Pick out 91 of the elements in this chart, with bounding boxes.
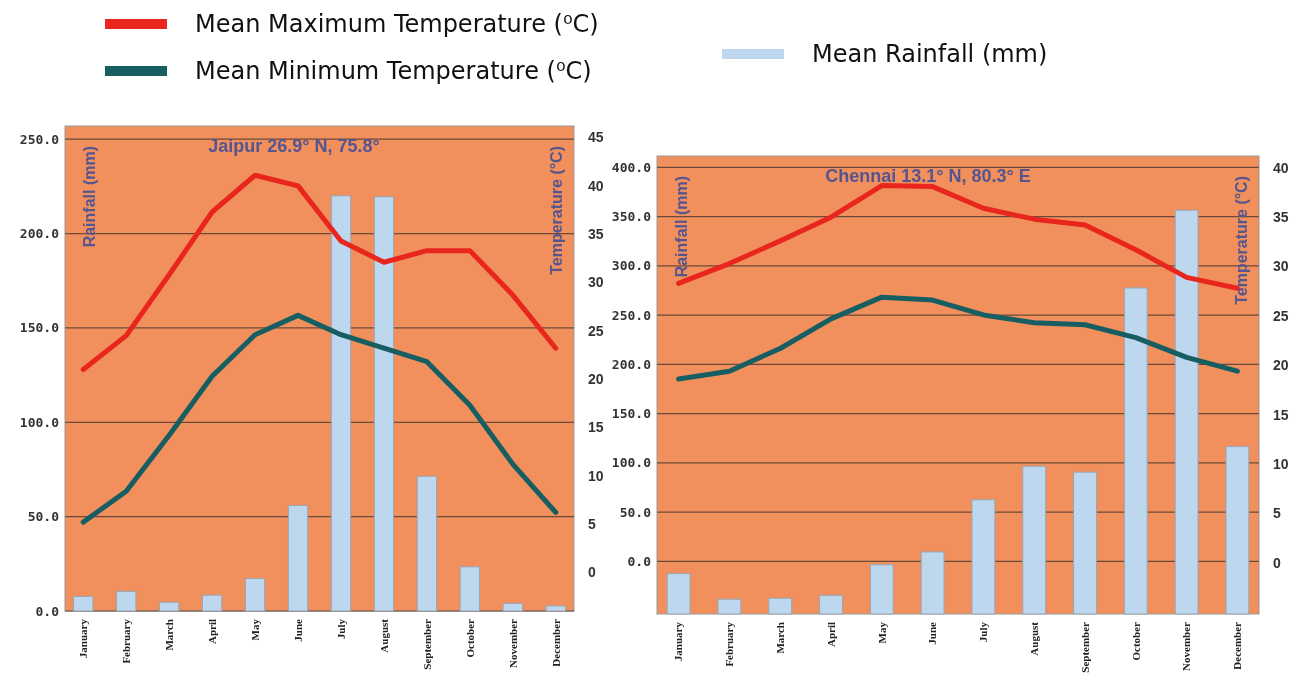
y2-tick-label: 40 bbox=[1273, 159, 1289, 176]
x-tick-label: February bbox=[723, 621, 736, 667]
bar bbox=[244, 578, 266, 612]
legend-label: Mean Minimum Temperature (⁰C) bbox=[195, 57, 592, 86]
x-tick-label: August bbox=[377, 618, 390, 653]
y-tick-label: 150.0 bbox=[19, 320, 60, 336]
x-tick-label: July bbox=[977, 621, 990, 643]
x-tick-label: March bbox=[163, 619, 176, 651]
x-tick-label: November bbox=[1180, 621, 1193, 671]
bar bbox=[201, 594, 223, 612]
y-tick-label: 350.0 bbox=[611, 209, 652, 225]
y-tick-label: 200.0 bbox=[611, 356, 652, 372]
bar bbox=[1073, 471, 1097, 615]
x-tick-label: February bbox=[120, 618, 133, 664]
y-axis-title: Rainfall (mm) bbox=[81, 146, 98, 248]
y2-tick-label: 35 bbox=[1273, 209, 1289, 226]
x-tick-label: April bbox=[824, 622, 837, 648]
bar bbox=[1022, 465, 1047, 615]
y2-tick-label: 15 bbox=[1273, 406, 1289, 423]
y2-tick-label: 10 bbox=[588, 467, 604, 484]
y2-tick-label: 20 bbox=[588, 371, 604, 388]
bar bbox=[287, 505, 309, 612]
bar bbox=[971, 499, 996, 615]
text: Jaipur 26.9° N, 75.8° bbox=[208, 136, 380, 156]
bar bbox=[869, 564, 894, 615]
x-tick-label: June bbox=[926, 621, 939, 645]
bar bbox=[920, 551, 945, 615]
y-tick-label: 100.0 bbox=[611, 455, 652, 471]
y2-tick-label: 25 bbox=[588, 322, 604, 339]
text: Chennai 13.1° N, 80.3° E bbox=[825, 166, 1031, 186]
x-tick-label: October bbox=[1129, 621, 1142, 661]
y-tick-label: 250.0 bbox=[19, 131, 60, 147]
y-tick-label: 300.0 bbox=[611, 258, 652, 274]
y-tick-label: 100.0 bbox=[19, 414, 60, 430]
y-axis-title: Rainfall (mm) bbox=[673, 176, 690, 278]
x-tick-label: October bbox=[463, 618, 476, 658]
x-tick-label: December bbox=[1231, 621, 1244, 670]
y-tick-label: 400.0 bbox=[611, 159, 652, 175]
legend-label: Mean Rainfall (mm) bbox=[812, 40, 1048, 69]
y-tick-label: 250.0 bbox=[611, 307, 652, 323]
bar bbox=[73, 595, 94, 612]
x-tick-label: May bbox=[248, 618, 261, 641]
y2-axis-title: Temperature (°C) bbox=[1233, 176, 1250, 305]
y2-tick-label: 30 bbox=[588, 274, 604, 291]
y2-tick-label: 30 bbox=[1273, 258, 1289, 275]
x-tick-label: September bbox=[1078, 621, 1091, 673]
x-tick-label: March bbox=[774, 622, 787, 654]
x-tick-label: December bbox=[549, 618, 562, 667]
bar bbox=[1123, 287, 1148, 615]
x-tick-label: January bbox=[672, 621, 685, 662]
bar bbox=[768, 597, 793, 615]
y2-tick-label: 40 bbox=[588, 177, 604, 194]
y2-tick-label: 25 bbox=[1273, 307, 1289, 324]
y-tick-label: 50.0 bbox=[619, 504, 652, 520]
bar bbox=[819, 594, 843, 615]
bar bbox=[330, 195, 352, 612]
y2-tick-label: 5 bbox=[588, 515, 596, 532]
bar bbox=[373, 196, 395, 612]
x-tick-label: August bbox=[1028, 621, 1041, 656]
y2-tick-label: 10 bbox=[1273, 455, 1289, 472]
y-tick-label: 50.0 bbox=[27, 509, 60, 525]
y-tick-label: 0.0 bbox=[35, 603, 60, 619]
bar bbox=[666, 573, 691, 615]
y2-tick-label: 20 bbox=[1273, 357, 1289, 374]
x-tick-label: September bbox=[420, 618, 433, 670]
y2-tick-label: 35 bbox=[588, 226, 604, 243]
x-tick-label: July bbox=[334, 618, 347, 640]
y2-tick-label: 45 bbox=[588, 129, 604, 146]
x-tick-label: May bbox=[875, 621, 888, 644]
bar bbox=[459, 566, 480, 612]
x-tick-label: June bbox=[291, 618, 304, 642]
x-tick-label: January bbox=[77, 618, 90, 659]
bar bbox=[1225, 446, 1250, 615]
bar bbox=[159, 601, 180, 612]
y2-tick-label: 5 bbox=[1273, 505, 1281, 522]
bar bbox=[502, 602, 523, 612]
legend-label: Mean Maximum Temperature (⁰C) bbox=[195, 10, 599, 39]
y-tick-label: 150.0 bbox=[611, 406, 652, 422]
x-tick-label: November bbox=[506, 618, 519, 668]
y2-axis-title: Temperature (°C) bbox=[548, 146, 565, 275]
x-tick-label: April bbox=[205, 619, 218, 645]
y2-tick-label: 0 bbox=[1273, 554, 1281, 571]
bar bbox=[116, 590, 137, 612]
bar bbox=[545, 605, 566, 612]
bar bbox=[717, 598, 742, 615]
bar bbox=[1174, 209, 1199, 615]
y2-tick-label: 0 bbox=[588, 564, 596, 581]
y-tick-label: 200.0 bbox=[19, 226, 60, 242]
y2-tick-label: 15 bbox=[588, 419, 604, 436]
y-tick-label: 0.0 bbox=[627, 553, 652, 569]
bar bbox=[416, 475, 438, 612]
